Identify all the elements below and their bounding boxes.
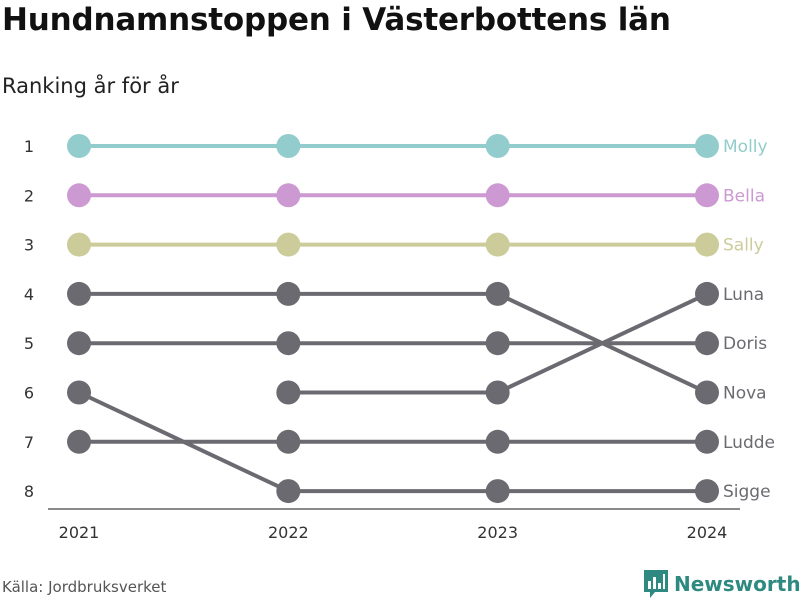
- series-label-sigge: Sigge: [723, 482, 771, 502]
- data-point-sigge: [67, 380, 91, 405]
- y-tick-label: 5: [24, 334, 34, 353]
- data-point-nova: [485, 281, 510, 306]
- data-point-doris: [276, 331, 301, 356]
- data-point-luna: [695, 281, 719, 306]
- data-point-luna: [485, 380, 510, 405]
- data-point-nova: [67, 281, 91, 306]
- data-point-molly: [695, 134, 719, 158]
- y-tick-label: 3: [24, 236, 34, 255]
- series-line-nova: [77, 291, 709, 395]
- data-point-bella: [485, 183, 510, 208]
- data-point-sigge: [276, 479, 301, 504]
- y-tick-label: 4: [24, 285, 34, 304]
- data-point-bella: [67, 183, 91, 208]
- series-label-ludde: Ludde: [723, 433, 775, 453]
- data-point-nova: [276, 281, 301, 306]
- x-tick-label: 2023: [477, 523, 518, 542]
- brand-name: Newsworthy: [674, 572, 800, 596]
- data-point-molly: [276, 134, 301, 158]
- x-tick-label: 2021: [59, 523, 100, 542]
- rank-chart: 2021 2022 2023 2024 1 2 3 4 5 6 7 8 Molly Bella Sally L…: [24, 134, 775, 542]
- series-label-molly: Molly: [723, 137, 768, 157]
- y-tick-label: 7: [24, 433, 34, 452]
- data-point-sally: [695, 232, 719, 257]
- series-label-sally: Sally: [723, 236, 764, 256]
- x-tick-label: 2024: [687, 523, 728, 542]
- chart-subtitle: Ranking år för år: [2, 74, 179, 98]
- y-tick-label: 6: [24, 384, 34, 403]
- series-line-sigge: [77, 390, 709, 494]
- y-tick-label: 2: [24, 186, 34, 205]
- source-note: Källa: Jordbruksverket: [2, 578, 167, 596]
- y-tick-label: 8: [24, 482, 34, 501]
- page-title: Hundnamnstoppen i Västerbottens län: [2, 2, 671, 38]
- data-point-bella: [276, 183, 301, 208]
- data-point-bella: [695, 183, 719, 208]
- data-point-ludde: [276, 429, 301, 454]
- y-tick-label: 1: [24, 137, 34, 156]
- x-tick-label: 2022: [268, 523, 309, 542]
- series-label-nova: Nova: [723, 384, 767, 404]
- data-point-ludde: [67, 429, 91, 454]
- data-point-molly: [485, 134, 510, 158]
- data-point-luna: [276, 380, 301, 405]
- data-point-ludde: [485, 429, 510, 454]
- newsworthy-logo-icon: [644, 570, 668, 598]
- data-point-sally: [67, 232, 91, 257]
- series-label-bella: Bella: [723, 186, 765, 206]
- data-point-sigge: [485, 479, 510, 504]
- series-label-doris: Doris: [723, 334, 767, 354]
- brand-logo: Newsworthy: [644, 570, 800, 598]
- data-point-doris: [695, 331, 719, 356]
- series-label-luna: Luna: [723, 285, 764, 305]
- data-point-molly: [67, 134, 91, 158]
- data-point-sally: [485, 232, 510, 257]
- data-point-sally: [276, 232, 301, 257]
- data-point-doris: [485, 331, 510, 356]
- data-point-doris: [67, 331, 91, 356]
- data-point-ludde: [695, 429, 719, 454]
- data-point-nova: [695, 380, 719, 405]
- data-point-sigge: [695, 479, 719, 504]
